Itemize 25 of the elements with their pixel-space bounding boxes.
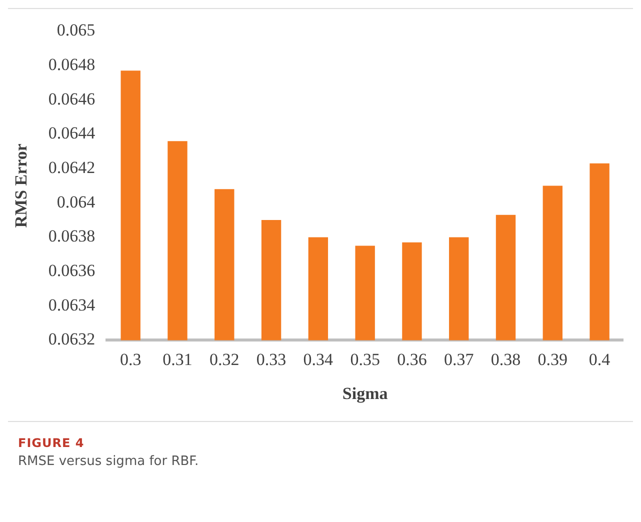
x-tick-label: 0.4: [588, 350, 611, 369]
x-tick-label: 0.37: [444, 350, 474, 369]
x-tick-label: 0.34: [303, 350, 334, 369]
x-axis-title: Sigma: [342, 384, 388, 404]
x-tick-label: 0.33: [256, 350, 286, 369]
x-tick-label: 0.39: [538, 350, 568, 369]
x-tick-label: 0.36: [397, 350, 427, 369]
y-tick-label: 0.0646: [48, 89, 96, 108]
y-tick-label: 0.0632: [48, 330, 96, 349]
x-tick-label: 0.31: [162, 350, 192, 369]
y-tick-label: 0.0642: [48, 158, 96, 177]
text: RMSE versus sigma for RBF.: [18, 454, 200, 469]
y-axis-title: RMS Error: [12, 143, 31, 228]
caption: FIGURE 4: [18, 436, 86, 450]
y-tick-label: 0.0636: [48, 261, 96, 280]
x-tick-label: 0.32: [210, 350, 240, 369]
y-tick-label: 0.065: [56, 20, 96, 40]
y-tick-label: 0.064: [56, 192, 96, 212]
x-tick-label: 0.3: [120, 350, 142, 369]
x-tick-label: 0.38: [490, 350, 521, 369]
x-tick-label: 0.35: [350, 350, 380, 369]
y-tick-label: 0.0644: [48, 124, 96, 143]
y-tick-label: 0.0634: [48, 295, 96, 314]
y-tick-label: 0.0648: [48, 55, 96, 74]
y-tick-label: 0.0638: [48, 226, 96, 246]
